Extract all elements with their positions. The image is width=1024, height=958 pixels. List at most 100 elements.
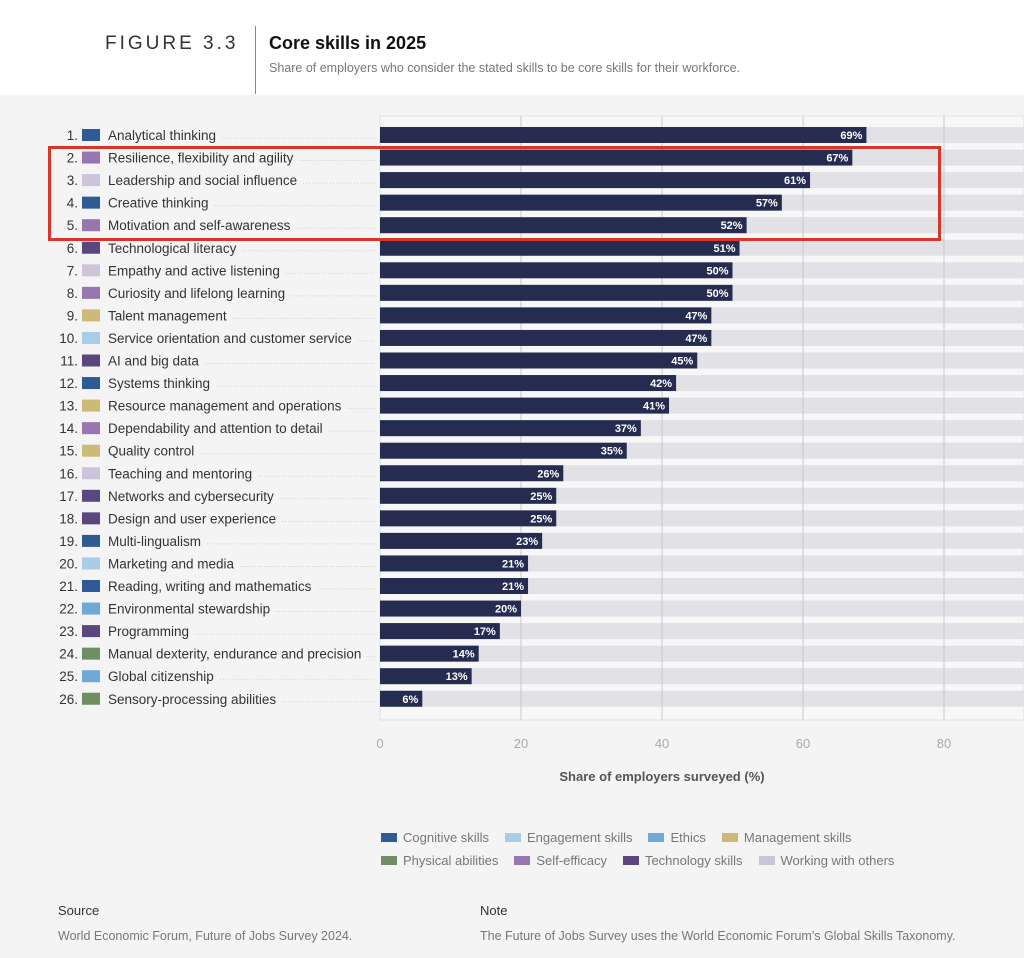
- bar: [380, 690, 423, 707]
- rank-number: 13.: [59, 399, 78, 414]
- legend-label: Physical abilities: [403, 853, 499, 868]
- skill-label: Reading, writing and mathematics: [108, 579, 312, 594]
- legend-swatch: [648, 833, 665, 842]
- bar: [380, 397, 670, 414]
- skill-label: Curiosity and lifelong learning: [108, 286, 285, 301]
- data-label: 50%: [706, 265, 728, 277]
- skill-group-swatch: [82, 399, 100, 412]
- rank-number: 25.: [59, 669, 78, 684]
- bar: [380, 284, 733, 301]
- skill-label: Networks and cybersecurity: [108, 489, 274, 504]
- skill-label: Teaching and mentoring: [108, 466, 252, 481]
- skill-group-swatch: [82, 422, 100, 435]
- legend-swatch: [758, 856, 775, 865]
- data-label: 67%: [826, 153, 848, 165]
- divider: [255, 26, 256, 94]
- skill-label: Programming: [108, 624, 189, 639]
- bar-track: [380, 668, 1024, 685]
- skill-group-swatch: [82, 286, 100, 299]
- skill-label: Leadership and social influence: [108, 173, 297, 188]
- skill-group-swatch: [82, 196, 100, 209]
- legend-swatch: [514, 856, 531, 865]
- rank-number: 19.: [59, 534, 78, 549]
- bar: [380, 217, 747, 234]
- skill-label: Resilience, flexibility and agility: [108, 151, 294, 166]
- legend-swatch: [504, 833, 521, 842]
- legend-label: Management skills: [743, 830, 852, 845]
- data-label: 57%: [756, 198, 778, 210]
- chart-title: Core skills in 2025: [269, 33, 427, 53]
- legend-item: Self-efficacy: [514, 853, 607, 868]
- skill-label: Environmental stewardship: [108, 602, 270, 617]
- data-label: 21%: [502, 558, 524, 570]
- bar-track: [380, 578, 1024, 594]
- rank-number: 6.: [67, 241, 78, 256]
- data-label: 61%: [784, 175, 806, 187]
- bar-track: [380, 690, 1024, 707]
- skill-label: Multi-lingualism: [108, 534, 201, 549]
- skill-label: Design and user experience: [108, 511, 276, 526]
- data-label: 35%: [601, 446, 623, 458]
- data-label: 17%: [474, 626, 496, 638]
- skill-group-swatch: [82, 331, 100, 344]
- skill-label: Sensory-processing abilities: [108, 692, 276, 707]
- bar-track: [380, 600, 1024, 617]
- bar-track: [380, 623, 1024, 640]
- bar: [380, 127, 867, 143]
- rank-number: 10.: [59, 331, 78, 346]
- legend-item: Cognitive skills: [381, 830, 489, 845]
- rank-number: 24.: [59, 647, 78, 662]
- rank-number: 21.: [59, 579, 78, 594]
- bar: [380, 442, 627, 459]
- legend-item: Management skills: [721, 830, 852, 845]
- data-label: 52%: [721, 220, 743, 232]
- source-heading: Source: [58, 903, 100, 918]
- data-label: 26%: [537, 468, 559, 480]
- legend-label: Cognitive skills: [403, 830, 489, 845]
- legend-label: Ethics: [670, 830, 706, 845]
- bar: [380, 578, 529, 594]
- skill-group-swatch: [82, 512, 100, 525]
- legend-swatch: [721, 833, 738, 842]
- skill-group-swatch: [82, 647, 100, 660]
- legend-label: Working with others: [780, 853, 895, 868]
- data-label: 47%: [685, 333, 707, 345]
- skill-group-swatch: [82, 489, 100, 502]
- skill-label: Creative thinking: [108, 196, 209, 211]
- bar: [380, 487, 557, 504]
- skill-group-swatch: [82, 264, 100, 277]
- legend-row: Physical abilities Self-efficacy Technolog…: [381, 849, 894, 872]
- skill-label: Marketing and media: [108, 556, 235, 571]
- data-label: 69%: [840, 130, 862, 142]
- data-label: 47%: [685, 310, 707, 322]
- skill-group-swatch: [82, 151, 100, 164]
- bar: [380, 555, 529, 572]
- bar-track: [380, 645, 1024, 662]
- skill-group-swatch: [82, 467, 100, 480]
- rank-number: 8.: [67, 286, 78, 301]
- bar: [380, 149, 853, 166]
- legend-label: Engagement skills: [526, 830, 633, 845]
- skill-label: Systems thinking: [108, 376, 210, 391]
- legend-row: Cognitive skills Engagement skills Ethics M…: [381, 826, 894, 849]
- skill-label: Technological literacy: [108, 241, 237, 256]
- skill-group-swatch: [82, 557, 100, 570]
- chart-subtitle: Share of employers who consider the stat…: [269, 61, 741, 75]
- bar: [380, 194, 782, 211]
- rank-number: 26.: [59, 692, 78, 707]
- legend-item: Working with others: [758, 853, 895, 868]
- skill-group-swatch: [82, 129, 100, 141]
- skill-group-swatch: [82, 534, 100, 547]
- legend-item: Physical abilities: [381, 853, 498, 868]
- bar: [380, 420, 641, 437]
- legend-item: Technology skills: [622, 853, 743, 868]
- rank-number: 18.: [59, 511, 78, 526]
- skill-label: Manual dexterity, endurance and precisio…: [108, 647, 361, 662]
- skill-label: Talent management: [108, 308, 227, 323]
- rank-number: 4.: [67, 196, 78, 211]
- bar: [380, 239, 740, 256]
- skill-group-swatch: [82, 354, 100, 367]
- skill-label: Motivation and self-awareness: [108, 218, 291, 233]
- rank-number: 12.: [59, 376, 78, 391]
- legend-swatch: [381, 833, 397, 842]
